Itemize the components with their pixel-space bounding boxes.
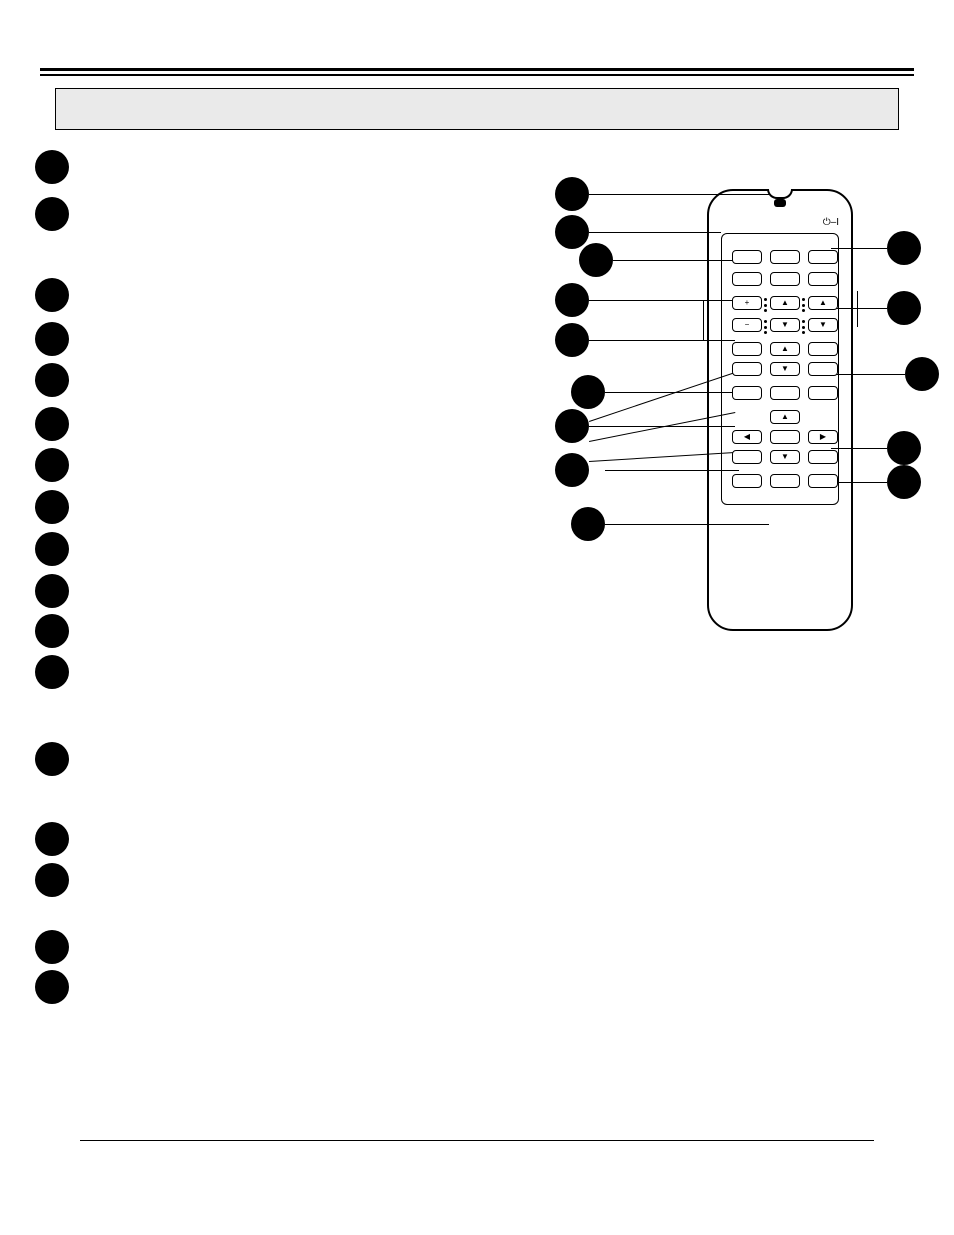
callout-bullet-left-5 [555,323,589,357]
callout-bullet-right-2 [887,291,921,325]
top-rule-2 [40,74,914,76]
left-bullet-12 [35,655,69,689]
remote-ir-emitter [774,199,786,207]
footer-rule [80,1140,874,1141]
remote-button [770,474,800,488]
remote-body: ⏻–I +▲▲−▼▼▲▼▲◀▶▼ [707,189,853,631]
left-bullet-16 [35,930,69,964]
remote-button: − [732,318,762,332]
remote-button [808,362,838,376]
callout-bullet-right-3 [905,357,939,391]
left-bullet-3 [35,278,69,312]
callout-bullet-left-1 [555,177,589,211]
remote-button: ▶ [808,430,838,444]
remote-button: + [732,296,762,310]
leader-left-2 [589,232,721,233]
remote-button: ▼ [770,318,800,332]
callout-bullet-right-4 [887,431,921,465]
left-bullet-7 [35,448,69,482]
remote-button: ▲ [808,296,838,310]
callout-bullet-left-7 [555,409,589,443]
left-bullet-11 [35,614,69,648]
remote-button [808,250,838,264]
remote-button [808,386,838,400]
left-bullet-2 [35,197,69,231]
section-title-bar [55,88,899,130]
remote-button: ◀ [732,430,762,444]
remote-button: ▲ [770,410,800,424]
button-separator-dots [764,298,768,312]
left-bullet-15 [35,863,69,897]
remote-button: ▼ [808,318,838,332]
callout-bullet-left-6 [571,375,605,409]
remote-button [732,450,762,464]
callout-bullet-left-4 [555,283,589,317]
remote-button [732,272,762,286]
remote-button [732,386,762,400]
left-bullet-9 [35,532,69,566]
left-bullet-14 [35,822,69,856]
remote-button [732,342,762,356]
remote-button: ▲ [770,296,800,310]
button-separator-dots [764,320,768,334]
remote-button [732,474,762,488]
left-bullet-10 [35,574,69,608]
power-label: ⏻–I [823,217,839,228]
button-separator-dots [802,320,806,334]
remote-button [770,250,800,264]
left-bullet-5 [35,363,69,397]
left-bullet-13 [35,742,69,776]
callout-bullet-left-8 [555,453,589,487]
remote-button [770,386,800,400]
callout-bullet-left-3 [579,243,613,277]
remote-button [808,450,838,464]
remote-diagram: ⏻–I +▲▲−▼▼▲▼▲◀▶▼ [535,165,935,645]
leader-bracket-right [857,291,858,327]
remote-button [732,362,762,376]
remote-notch [767,189,793,199]
remote-button [808,272,838,286]
top-rule-1 [40,68,914,71]
remote-button [770,272,800,286]
left-bullet-6 [35,407,69,441]
remote-button [808,342,838,356]
remote-button: ▼ [770,362,800,376]
remote-button [732,250,762,264]
callout-bullet-right-1 [887,231,921,265]
callout-bullet-left-9 [571,507,605,541]
remote-button: ▲ [770,342,800,356]
remote-button-panel: +▲▲−▼▼▲▼▲◀▶▼ [721,233,839,505]
remote-button [770,430,800,444]
left-bullet-8 [35,490,69,524]
remote-button: ▼ [770,450,800,464]
callout-bullet-right-5 [887,465,921,499]
left-bullet-1 [35,150,69,184]
remote-button [808,474,838,488]
left-bullet-17 [35,970,69,1004]
callout-bullet-left-2 [555,215,589,249]
left-bullet-4 [35,322,69,356]
button-separator-dots [802,298,806,312]
leader-bracket-left [703,300,704,340]
